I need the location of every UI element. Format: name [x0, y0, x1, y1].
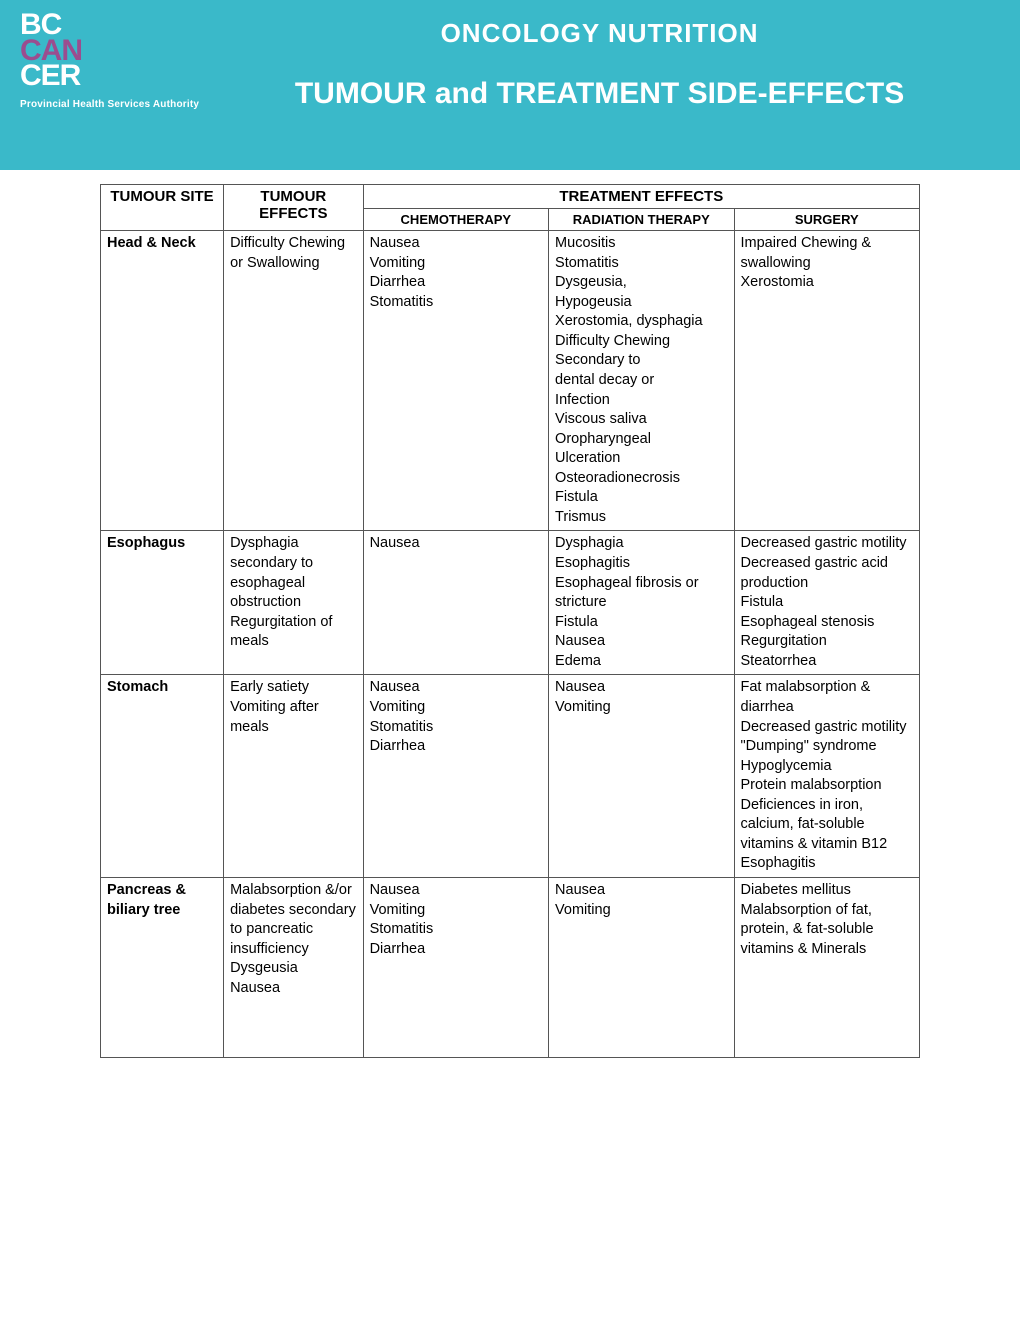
table-row: Head & Neck Difficulty Chewing or Swallo…: [101, 231, 920, 531]
table-row: Esophagus Dysphagia secondary to esophag…: [101, 531, 920, 675]
cell-chemo: NauseaVomitingStomatitisDiarrhea: [363, 878, 548, 1058]
th-effects: TUMOUR EFFECTS: [224, 185, 364, 231]
content-area: TUMOUR SITE TUMOUR EFFECTS TREATMENT EFF…: [0, 170, 1020, 1078]
th-surgery: SURGERY: [734, 209, 919, 231]
header-title-1: ONCOLOGY NUTRITION: [199, 18, 1000, 49]
th-site: TUMOUR SITE: [101, 185, 224, 231]
table-row: Stomach Early satietyVomiting after meal…: [101, 675, 920, 878]
cell-surgery: Decreased gastric motilityDecreased gast…: [734, 531, 919, 675]
logo-line-3: CER: [20, 63, 199, 89]
cell-surgery: Diabetes mellitusMalabsorption of fat, p…: [734, 878, 919, 1058]
cell-effects: Malabsorption &/or diabetes secondary to…: [224, 878, 364, 1058]
cell-effects: Dysphagia secondary to esophageal obstru…: [224, 531, 364, 675]
cell-site: Esophagus: [101, 531, 224, 675]
cell-effects: Early satietyVomiting after meals: [224, 675, 364, 878]
page-header: BC CAN CER Provincial Health Services Au…: [0, 0, 1020, 170]
table-body: Head & Neck Difficulty Chewing or Swallo…: [101, 231, 920, 1058]
cell-surgery: Fat malabsorption & diarrheaDecreased ga…: [734, 675, 919, 878]
header-title-2: TUMOUR and TREATMENT SIDE-EFFECTS: [199, 77, 1000, 111]
cell-radiation: DysphagiaEsophagitisEsophageal fibrosis …: [549, 531, 734, 675]
cell-site: Head & Neck: [101, 231, 224, 531]
effects-table: TUMOUR SITE TUMOUR EFFECTS TREATMENT EFF…: [100, 184, 920, 1058]
logo: BC CAN CER Provincial Health Services Au…: [20, 12, 199, 111]
cell-radiation: NauseaVomiting: [549, 675, 734, 878]
cell-radiation: MucositisStomatitisDysgeusia,HypogeusiaX…: [549, 231, 734, 531]
header-titles: ONCOLOGY NUTRITION TUMOUR and TREATMENT …: [199, 12, 1000, 111]
cell-surgery: Impaired Chewing & swallowingXerostomia: [734, 231, 919, 531]
cell-radiation: NauseaVomiting: [549, 878, 734, 1058]
cell-site: Stomach: [101, 675, 224, 878]
th-radiation: RADIATION THERAPY: [549, 209, 734, 231]
cell-site: Pancreas & biliary tree: [101, 878, 224, 1058]
th-chemo: CHEMOTHERAPY: [363, 209, 548, 231]
th-treatment: TREATMENT EFFECTS: [363, 185, 919, 209]
cell-chemo: Nausea: [363, 531, 548, 675]
cell-effects: Difficulty Chewing or Swallowing: [224, 231, 364, 531]
table-row: Pancreas & biliary tree Malabsorption &/…: [101, 878, 920, 1058]
cell-chemo: NauseaVomitingStomatitisDiarrhea: [363, 675, 548, 878]
cell-chemo: NauseaVomitingDiarrheaStomatitis: [363, 231, 548, 531]
logo-subtitle: Provincial Health Services Authority: [20, 99, 199, 111]
